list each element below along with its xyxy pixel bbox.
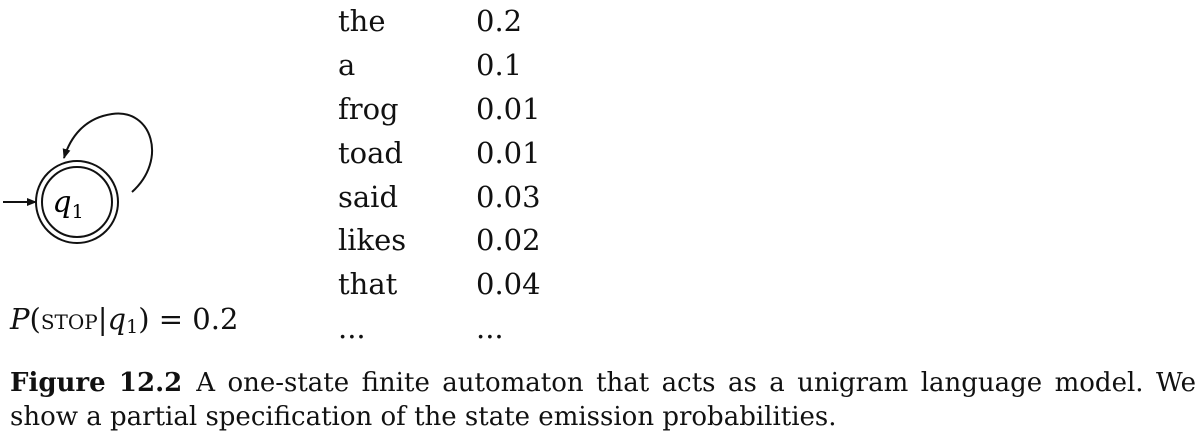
table-row: said 0.03 xyxy=(338,175,596,219)
table-row: ...... xyxy=(338,307,596,351)
table-row: a 0.1 xyxy=(338,44,596,88)
table-row: that 0.04 xyxy=(338,263,596,307)
emission-prob: 0.01 xyxy=(476,135,541,170)
emission-prob: 0.03 xyxy=(476,179,541,214)
automaton-diagram: q1 xyxy=(3,112,153,244)
emission-word: likes xyxy=(338,223,407,258)
state-outer-ring xyxy=(35,160,119,244)
state-inner-ring xyxy=(41,166,113,238)
table-row: the 0.2 xyxy=(338,0,596,44)
self-loop-arrow xyxy=(62,112,153,193)
emission-word: the xyxy=(338,4,386,39)
emission-word: toad xyxy=(338,135,403,170)
emission-prob: 0.04 xyxy=(476,267,541,302)
emission-prob: 0.2 xyxy=(476,4,523,39)
caption-text: A one-state finite automaton that acts a… xyxy=(10,368,1196,432)
emission-table: the 0.2 a 0.1 frog 0.01 toad 0.01 said 0.03 l… xyxy=(338,0,596,350)
emission-prob: ... xyxy=(476,310,504,345)
state-label: q1 xyxy=(52,185,83,223)
emission-prob: 0.02 xyxy=(476,223,541,258)
table-row: frog 0.01 xyxy=(338,88,596,132)
emission-word: ... xyxy=(338,310,366,345)
emission-word: that xyxy=(338,267,398,302)
table-row: likes 0.02 xyxy=(338,219,596,263)
emission-word: said xyxy=(338,179,399,214)
figure-caption: Figure 12.2 A one-state finite automaton … xyxy=(10,366,1196,434)
emission-prob: 0.01 xyxy=(476,91,541,126)
emission-prob: 0.1 xyxy=(476,48,523,83)
figure-label: Figure 12.2 xyxy=(10,368,183,398)
emission-word: frog xyxy=(338,91,399,126)
emission-word: a xyxy=(338,48,356,83)
table-row: toad 0.01 xyxy=(338,131,596,175)
stop-probability: P(stop|q1) = 0.2 xyxy=(10,302,239,338)
